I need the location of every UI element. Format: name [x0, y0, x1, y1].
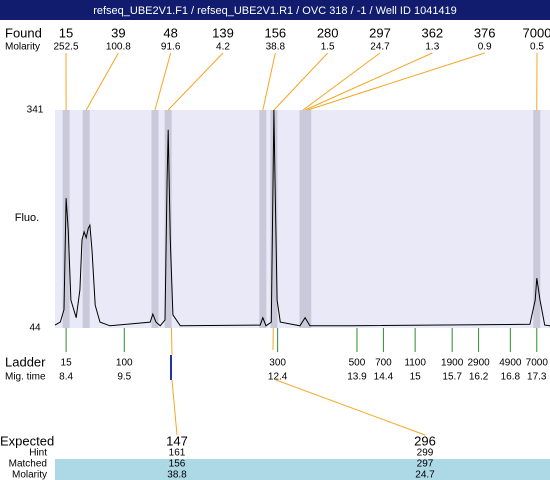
found-size: 376 [474, 25, 496, 40]
hint-label: Hint [29, 448, 47, 459]
ladder-size: 700 [375, 358, 392, 369]
mig-time-label: Mig. time [5, 372, 46, 383]
leader-line [304, 52, 433, 111]
hint-value: 161 [169, 448, 186, 459]
ladder-size: 2900 [467, 358, 490, 369]
molarity-label: Molarity [5, 42, 40, 53]
ladder-size: 300 [269, 358, 286, 369]
y-tick-label: 44 [29, 323, 41, 334]
ladder-time: 16.8 [501, 372, 521, 383]
hint-value: 299 [417, 448, 434, 459]
matched-value: 297 [417, 459, 434, 470]
found-band [164, 110, 172, 328]
found-molarity: 100.8 [106, 42, 131, 53]
found-size: 297 [369, 25, 391, 40]
found-molarity: 0.9 [478, 42, 492, 53]
ladder-time: 12.4 [268, 372, 288, 383]
chart-title: refseq_UBE2V1.F1 / refseq_UBE2V1.R1 / OV… [93, 5, 457, 17]
found-molarity: 24.7 [370, 42, 390, 53]
found-molarity: 91.6 [161, 42, 181, 53]
expected-molarity: 24.7 [415, 470, 435, 480]
matched-value: 156 [169, 459, 186, 470]
leader-line [273, 52, 329, 111]
found-molarity: 1.5 [321, 42, 335, 53]
expected-leader [275, 379, 426, 436]
ladder-size: 7000 [526, 358, 549, 369]
ladder-time: 8.4 [59, 372, 73, 383]
ladder-time: 13.9 [347, 372, 367, 383]
ladder-size: 1900 [441, 358, 464, 369]
leader-line [167, 52, 224, 111]
header-bar [0, 0, 550, 20]
matched-row-bg [55, 459, 550, 480]
found-molarity: 0.5 [530, 42, 544, 53]
found-molarity: 38.8 [266, 42, 286, 53]
leader-line [307, 52, 485, 111]
ladder-size: 15 [61, 358, 73, 369]
trace [54, 109, 550, 327]
ladder-time: 16.2 [469, 372, 489, 383]
found-size: 156 [264, 25, 286, 40]
y-tick-label: 341 [27, 105, 44, 116]
ladder-size: 500 [349, 358, 366, 369]
ladder-time: 17.3 [527, 372, 547, 383]
expected-value: 147 [166, 433, 188, 448]
leader-line [154, 52, 172, 111]
y-axis-label: Fluo. [15, 212, 39, 224]
ladder-size: 4900 [499, 358, 522, 369]
ladder-size: 100 [116, 358, 133, 369]
found-molarity: 4.2 [216, 42, 230, 53]
leader-line [302, 52, 381, 111]
leader-line [85, 52, 119, 111]
ladder-time: 15.7 [442, 372, 462, 383]
matched-label: Matched [9, 459, 47, 470]
expected-leader [171, 379, 178, 436]
expected-label: Expected [0, 433, 54, 448]
ladder-time: 9.5 [117, 372, 131, 383]
found-size: 280 [317, 25, 339, 40]
found-size: 15 [59, 25, 73, 40]
found-band [270, 110, 278, 328]
expected-molarity: 38.8 [167, 470, 187, 480]
found-band [82, 110, 90, 328]
ladder-time: 15 [410, 372, 422, 383]
leader-line [262, 52, 276, 111]
expected-molarity-label: Molarity [12, 470, 47, 480]
found-band [151, 110, 159, 328]
ladder-time: 14.4 [374, 372, 394, 383]
ladder-size: 1100 [404, 358, 426, 369]
found-size: 39 [111, 25, 125, 40]
found-band [259, 110, 267, 328]
ladder-label: Ladder [5, 354, 46, 369]
found-size: 48 [163, 25, 177, 40]
found-size: 362 [421, 25, 443, 40]
found-band [533, 110, 541, 328]
found-size: 139 [212, 25, 234, 40]
found-molarity: 252.5 [53, 42, 78, 53]
found-label: Found [5, 25, 42, 40]
found-size: 7000 [523, 25, 550, 40]
found-band [304, 110, 312, 328]
found-molarity: 1.3 [425, 42, 439, 53]
expected-value: 296 [414, 433, 436, 448]
